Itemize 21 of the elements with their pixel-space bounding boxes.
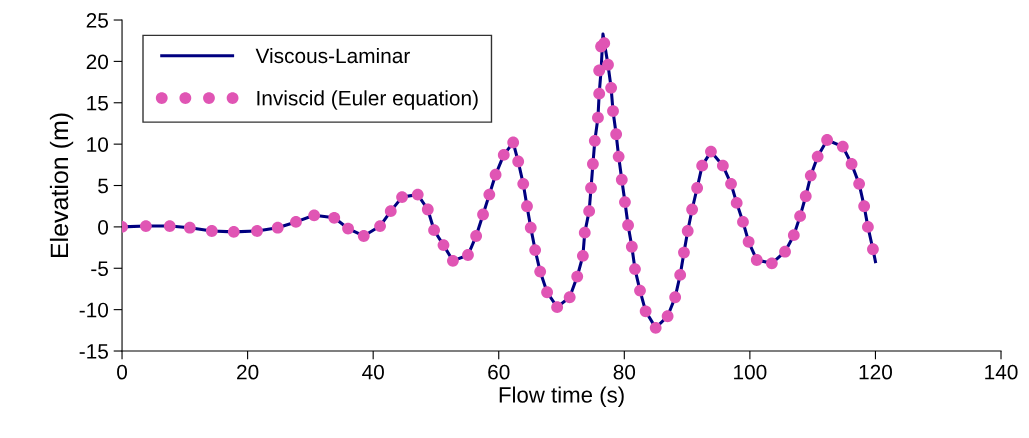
y-axis-title: Elevation (m) <box>49 113 74 258</box>
y-tick-label: 10 <box>87 137 109 152</box>
y-tick-label: 20 <box>86 54 109 70</box>
y-tick-label: 0 <box>98 219 109 235</box>
x-tick-label: 20 <box>237 364 259 380</box>
y-tick-label: -5 <box>91 261 108 277</box>
y-tick-label: 5 <box>98 178 108 194</box>
x-tick-label: 0 <box>117 364 128 380</box>
legend-label: Viscous-Laminar <box>255 47 410 64</box>
x-tick-label: 140 <box>985 364 1018 380</box>
y-tick-label: -15 <box>79 344 108 359</box>
x-axis-title: Flow time (s) <box>499 386 624 408</box>
legend-label: Inviscid (Euler equation) <box>257 90 478 110</box>
y-tick-label: 15 <box>87 95 108 111</box>
y-tick-label: 25 <box>86 13 108 28</box>
y-tick-label: -10 <box>79 302 109 318</box>
x-tick-label: 100 <box>734 364 767 380</box>
x-tick-label: 80 <box>613 364 636 380</box>
x-tick-label: 120 <box>859 364 893 380</box>
x-tick-label: 40 <box>362 364 384 380</box>
x-tick-label: 60 <box>488 364 510 380</box>
